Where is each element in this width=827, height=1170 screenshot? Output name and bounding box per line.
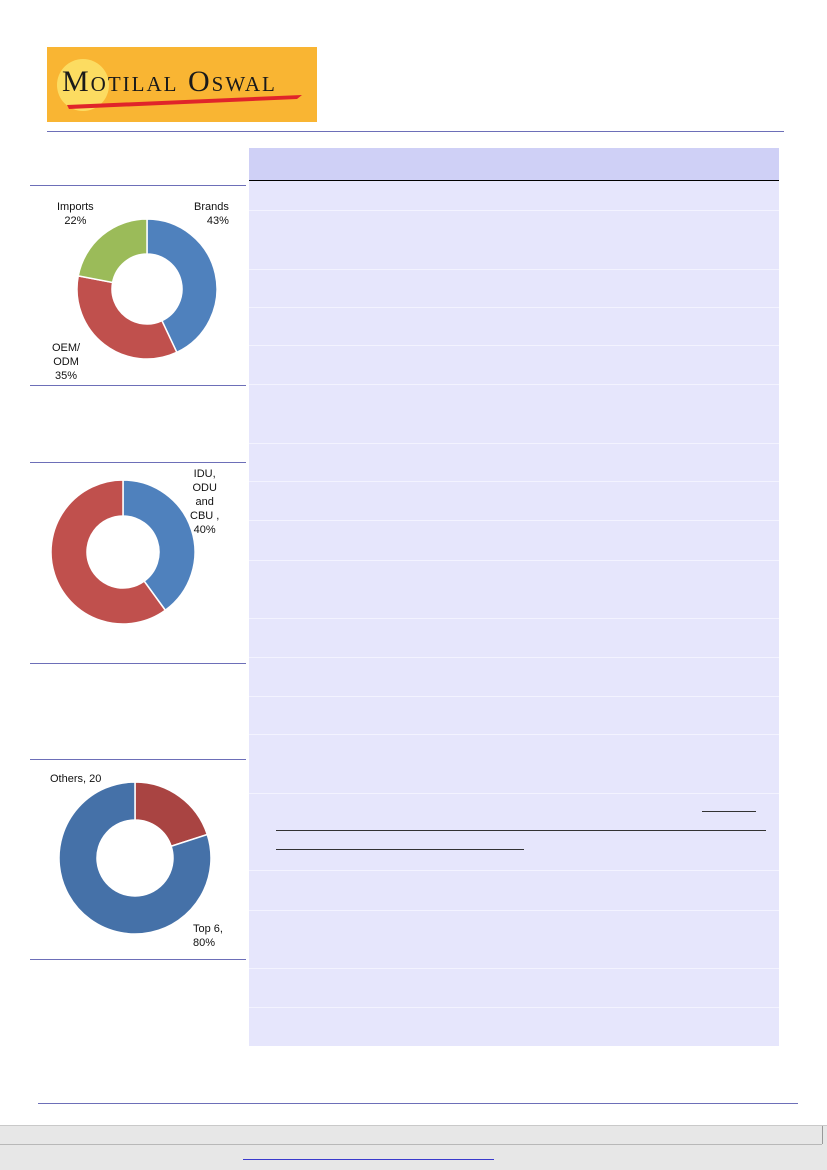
panel-row-divider	[249, 1007, 779, 1008]
footer-rule	[38, 1103, 798, 1104]
bottom-bar-divider	[0, 1144, 822, 1145]
panel-row-divider	[249, 481, 779, 482]
bottom-bar	[0, 1125, 827, 1170]
donut-chart-2-svg	[50, 479, 196, 625]
side-rule	[30, 759, 246, 760]
donut-chart-3-svg	[58, 781, 212, 935]
footer-link-underline[interactable]	[243, 1159, 494, 1160]
panel-row-divider	[249, 443, 779, 444]
chart-1-label-imports: Imports 22%	[57, 201, 94, 227]
text-underline	[702, 811, 756, 812]
side-rule	[30, 462, 246, 463]
donut-slice-2	[76, 275, 178, 360]
panel-row-divider	[249, 269, 779, 270]
panel-row-divider	[249, 560, 779, 561]
logo-graphic	[57, 59, 302, 111]
side-rule	[30, 663, 246, 664]
donut-slice-1	[134, 781, 209, 848]
panel-row-divider	[249, 657, 779, 658]
panel-row-divider	[249, 793, 779, 794]
donut-slice-2	[58, 781, 212, 935]
panel-row-divider	[249, 307, 779, 308]
donut-chart-1-svg	[76, 218, 218, 360]
chart-1-label-brands: Brands 43%	[194, 201, 229, 227]
side-rule	[30, 385, 246, 386]
donut-chart-1	[76, 218, 218, 360]
panel-row-divider	[249, 618, 779, 619]
chart-2-label-idu-odu-cbu: IDU, ODU and CBU , 40%	[190, 468, 220, 536]
donut-slice-1	[122, 479, 196, 612]
panel-row-divider	[249, 734, 779, 735]
logo-text: Motilal Oswal	[62, 65, 277, 98]
donut-slice-1	[146, 218, 218, 354]
brand-logo: Motilal Oswal	[47, 47, 317, 122]
text-underline	[276, 830, 766, 831]
panel-row-divider	[249, 384, 779, 385]
chart-3-label-others: Others, 20	[50, 773, 102, 785]
donut-chart-2	[50, 479, 196, 625]
donut-chart-3	[58, 781, 212, 935]
side-rule	[30, 185, 246, 186]
donut-slice-2	[50, 479, 167, 625]
panel-row-divider	[249, 520, 779, 521]
donut-slice-3	[77, 218, 148, 284]
chart-1-label-oem-odm: OEM/ ODM 35%	[52, 342, 81, 382]
text-underline	[276, 849, 524, 850]
panel-row-divider	[249, 968, 779, 969]
side-rule	[30, 959, 246, 960]
panel-row-divider	[249, 910, 779, 911]
content-panel	[249, 148, 779, 1046]
chart-3-label-top6: Top 6, 80%	[193, 923, 223, 949]
panel-row-divider	[249, 696, 779, 697]
bottom-bar-edge	[822, 1126, 823, 1144]
panel-header	[249, 148, 779, 180]
panel-row-divider	[249, 210, 779, 211]
header-rule	[47, 131, 784, 132]
panel-row-divider	[249, 870, 779, 871]
panel-header-rule	[249, 180, 779, 181]
panel-row-divider	[249, 345, 779, 346]
